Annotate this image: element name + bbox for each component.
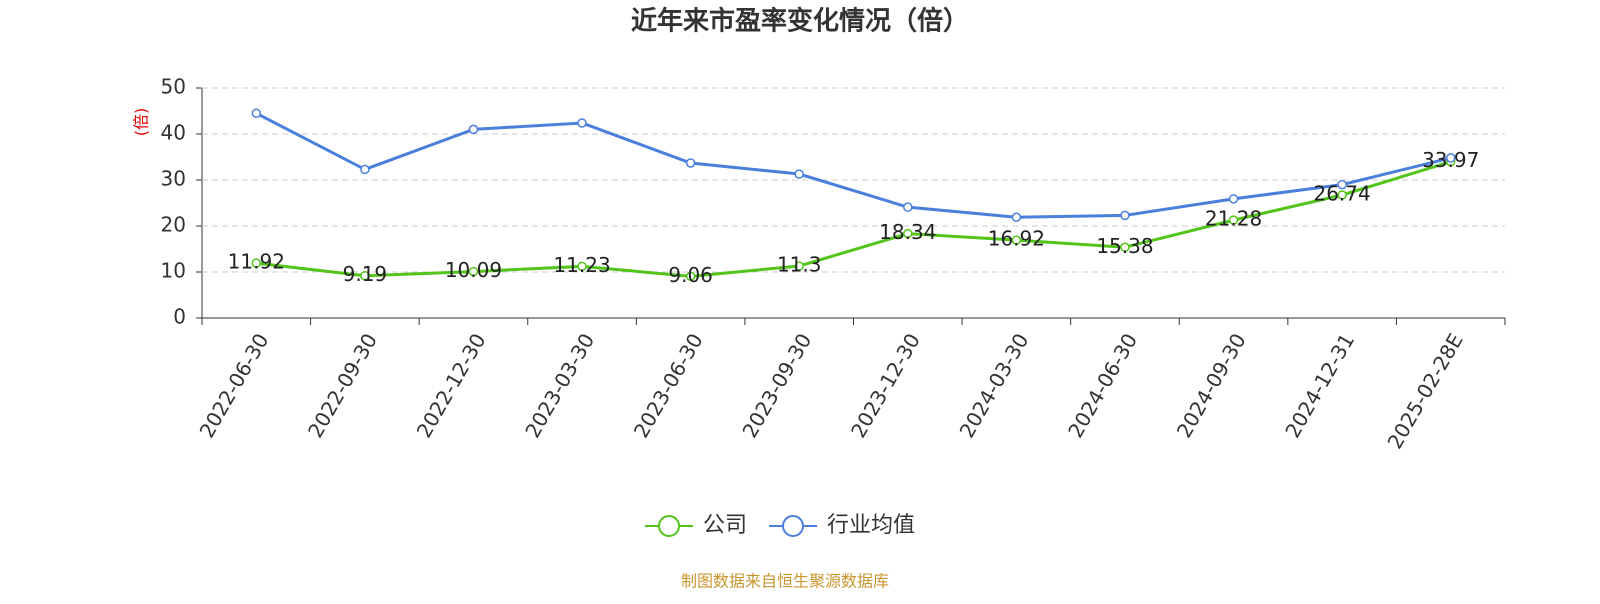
x-tick-label: 2022-06-30 — [194, 329, 273, 442]
series-line — [256, 160, 1452, 278]
y-tick-label: 30 — [161, 167, 186, 191]
point — [577, 118, 587, 128]
point — [1228, 194, 1239, 204]
x-tick-label: 2023-06-30 — [629, 329, 708, 442]
point — [1120, 242, 1130, 253]
data-label: 18.34 — [879, 220, 936, 244]
x-tick-label: 2024-12-31 — [1280, 329, 1359, 442]
data-label: 16.92 — [988, 227, 1045, 251]
point — [251, 258, 262, 268]
legend-marker — [782, 515, 805, 537]
data-label: 15.38 — [1096, 234, 1153, 258]
series-line — [255, 111, 1452, 219]
point — [794, 261, 804, 271]
y-tick-label: 20 — [161, 213, 186, 237]
y-tick-label: 40 — [161, 121, 186, 145]
data-label: 9.06 — [668, 263, 713, 287]
point — [251, 108, 262, 119]
legend-label[interactable]: 公司 — [703, 513, 747, 538]
point — [794, 169, 804, 179]
point — [360, 270, 370, 281]
data-label: 33.97 — [1422, 148, 1479, 172]
y-tick-label: 10 — [161, 259, 186, 283]
point — [468, 266, 479, 277]
x-tick-label: 2023-03-30 — [520, 329, 599, 442]
point — [1445, 153, 1456, 163]
data-label: 11.23 — [553, 253, 610, 277]
chart-title: 近年来市盈率变化情况（倍） — [631, 6, 969, 37]
point — [1011, 212, 1022, 223]
data-label: 21.28 — [1205, 207, 1262, 231]
point — [1228, 215, 1239, 225]
data-label: 9.19 — [343, 262, 388, 286]
point — [1120, 210, 1130, 221]
x-tick-label: 2022-09-30 — [303, 329, 382, 442]
y-tick-label: 50 — [161, 75, 186, 99]
point — [685, 271, 696, 282]
data-label: 11.92 — [228, 250, 285, 274]
point — [903, 228, 913, 239]
data-label: 11.3 — [777, 253, 822, 277]
legend-marker — [658, 515, 680, 537]
point — [903, 202, 913, 212]
point — [685, 158, 696, 168]
point — [1337, 179, 1347, 190]
x-tick-label: 2024-09-30 — [1172, 329, 1251, 442]
x-tick-label: 2024-03-30 — [955, 329, 1034, 442]
point — [1337, 190, 1347, 200]
x-tick-label: 2022-12-30 — [412, 329, 491, 442]
y-axis-label: (倍) — [132, 108, 151, 137]
source-note: 制图数据来自恒生聚源数据库 — [681, 572, 889, 591]
y-tick-label: 0 — [173, 305, 186, 329]
x-tick-label: 2023-09-30 — [737, 329, 816, 442]
legend-label[interactable]: 行业均值 — [827, 513, 915, 538]
point — [577, 261, 587, 272]
point — [1011, 235, 1022, 245]
point — [360, 164, 370, 175]
data-label: 10.09 — [445, 258, 502, 282]
x-tick-label: 2023-12-30 — [846, 329, 925, 442]
data-label: 26.74 — [1313, 181, 1370, 205]
point — [468, 124, 479, 135]
x-tick-label: 2025-02-28E — [1383, 329, 1468, 453]
x-tick-label: 2024-06-30 — [1063, 329, 1142, 442]
